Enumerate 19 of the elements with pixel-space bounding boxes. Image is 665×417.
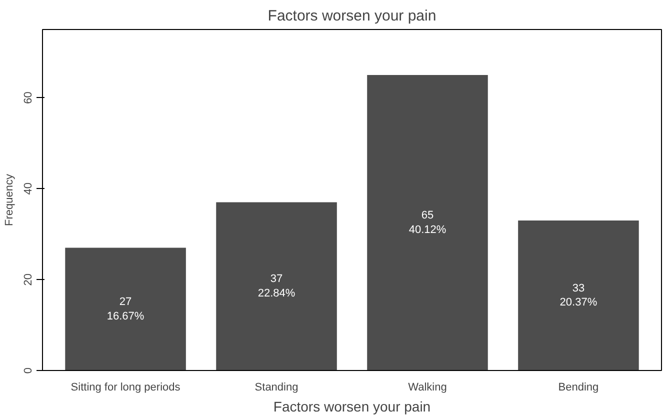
bar xyxy=(518,220,639,370)
y-axis-title: Frequency xyxy=(4,174,16,226)
x-tick-label: Walking xyxy=(408,382,447,394)
bar xyxy=(216,202,337,370)
chart-title: Factors worsen your pain xyxy=(268,8,436,24)
y-tick-label: 60 xyxy=(22,92,34,104)
data-label: 27 16.67% xyxy=(106,296,144,322)
y-tick-label: 40 xyxy=(22,182,34,195)
y-tick-label: 0 xyxy=(22,367,34,374)
data-label: 65 40.12% xyxy=(408,210,446,236)
data-label: 37 22.84% xyxy=(258,273,296,300)
bar xyxy=(367,74,488,370)
x-tick-label: Standing xyxy=(254,382,298,394)
y-tick-label: 20 xyxy=(22,273,34,286)
x-tick-label: Bending xyxy=(558,382,599,394)
x-axis-title: Factors worsen your pain xyxy=(273,398,431,414)
bar xyxy=(65,248,186,370)
data-label: 33 20.37% xyxy=(560,282,598,309)
x-tick-label: Sitting for long periods xyxy=(70,382,181,394)
